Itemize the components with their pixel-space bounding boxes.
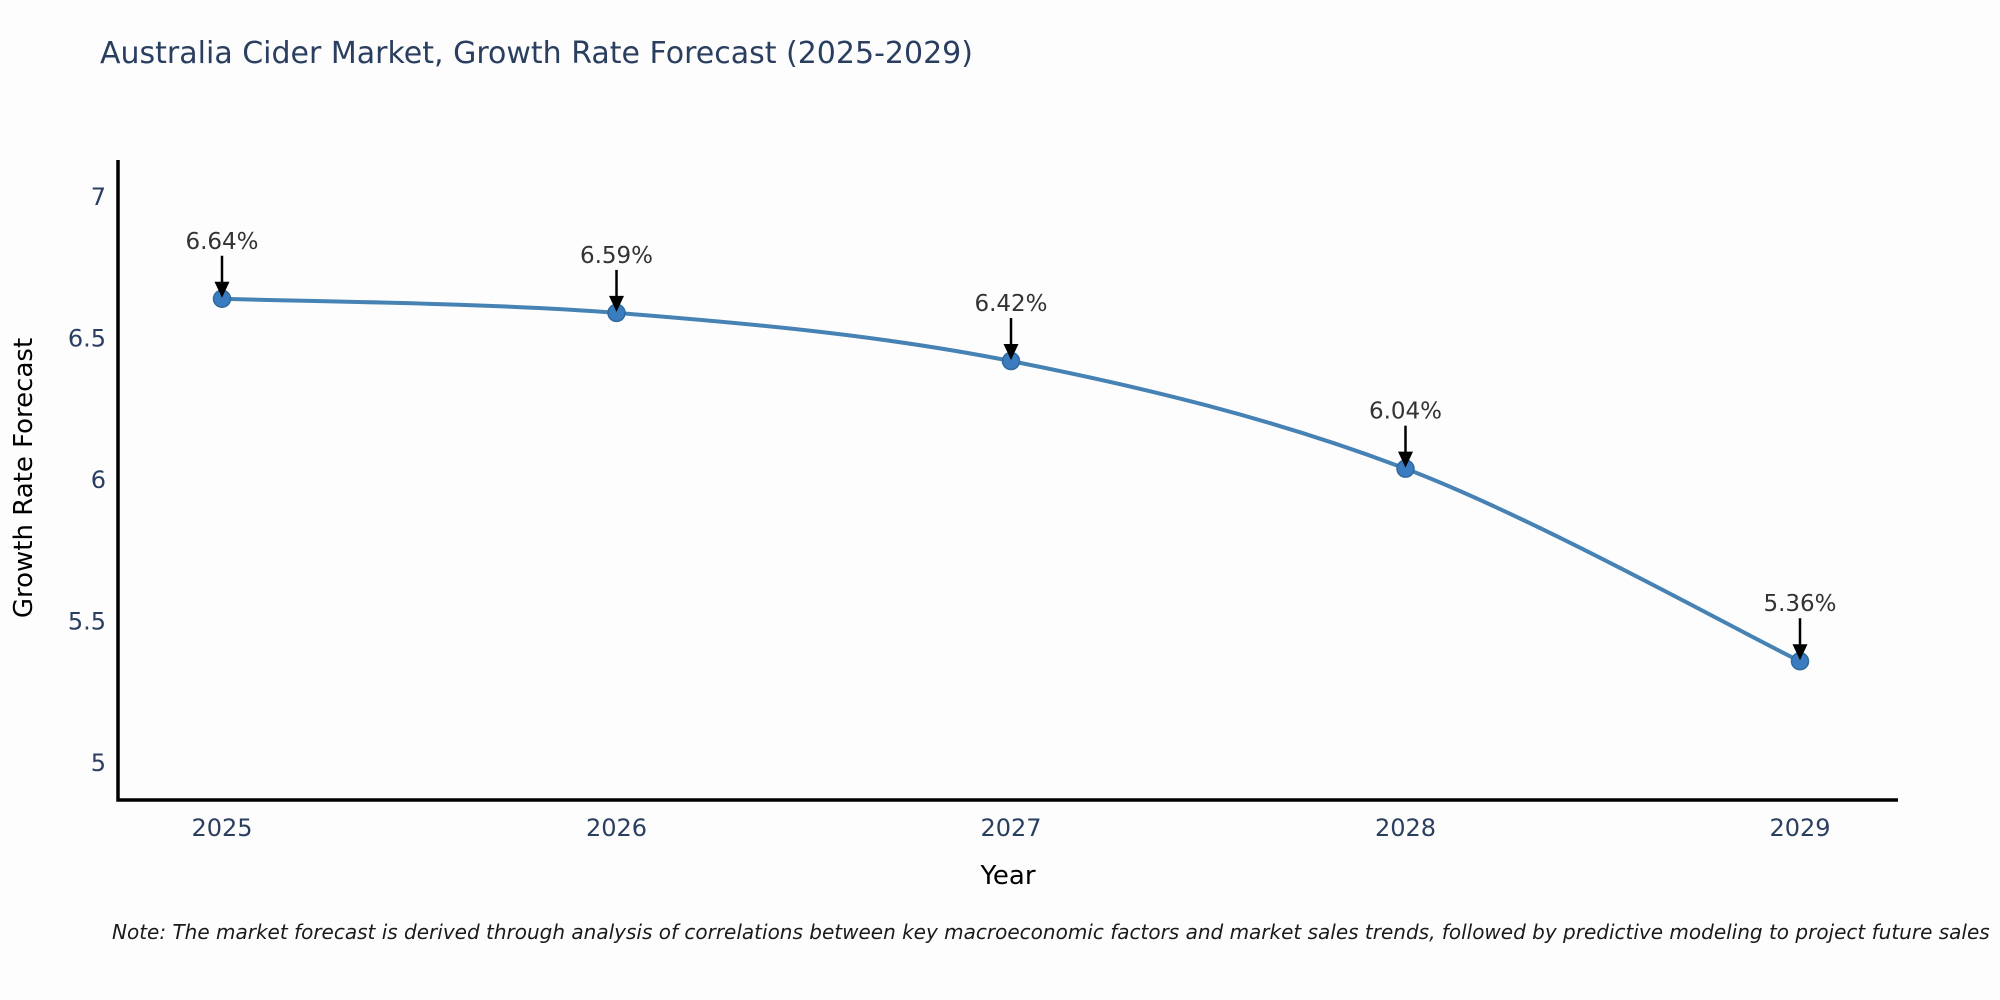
annotation-arrowhead-icon: [1792, 644, 1808, 661]
point-annotation: 6.04%: [1369, 399, 1442, 468]
y-tick-label: 5.5: [68, 608, 106, 636]
chart-title: Australia Cider Market, Growth Rate Fore…: [100, 36, 973, 71]
annotation-arrowhead-icon: [609, 295, 624, 312]
y-axis-tick-labels: 5 5.5 6 6.5 7: [68, 183, 106, 777]
point-annotation: 6.64%: [185, 229, 259, 298]
annotation-arrowhead-icon: [214, 281, 230, 298]
annotation-arrowhead-icon: [1003, 344, 1019, 361]
x-axis-title: Year: [979, 861, 1035, 891]
y-tick-label: 5: [91, 749, 106, 777]
axis-spines: [116, 160, 1898, 802]
point-value-label: 6.42%: [974, 291, 1047, 317]
point-annotation: 6.42%: [974, 291, 1048, 361]
x-tick-label: 2025: [191, 814, 252, 842]
point-value-label: 6.59%: [580, 243, 653, 269]
x-tick-label: 2027: [980, 814, 1041, 842]
x-axis-tick-labels: 2025 2026 2027 2028 2029: [191, 814, 1830, 842]
x-tick-label: 2029: [1769, 814, 1830, 842]
y-tick-label: 6: [91, 466, 106, 494]
annotation-arrowhead-icon: [1398, 451, 1413, 468]
point-value-label: 6.64%: [185, 229, 258, 255]
y-tick-label: 6.5: [68, 324, 106, 352]
point-annotations: 6.64% 6.59% 6.42% 6.04% 5.36%: [185, 229, 1837, 661]
point-annotation: 6.59%: [580, 243, 653, 312]
point-annotation: 5.36%: [1763, 591, 1837, 661]
y-tick-label: 7: [91, 183, 106, 211]
point-value-label: 5.36%: [1763, 591, 1836, 617]
x-tick-label: 2028: [1375, 814, 1436, 842]
y-axis-title: Growth Rate Forecast: [9, 338, 39, 618]
point-value-label: 6.04%: [1369, 399, 1442, 425]
x-tick-label: 2026: [586, 814, 647, 842]
footnote: Note: The market forecast is derived thr…: [112, 920, 1990, 944]
